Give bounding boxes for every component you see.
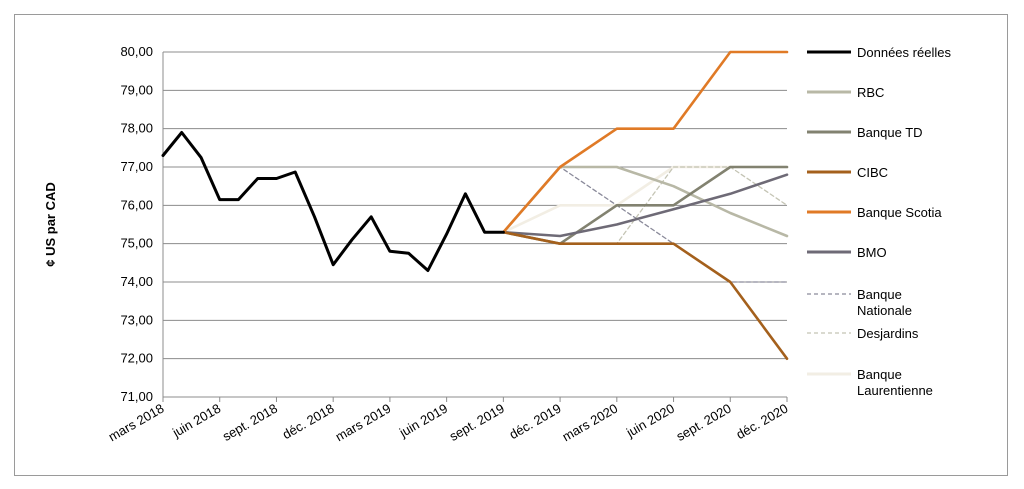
legend-entry: Banque Nationale bbox=[857, 287, 912, 318]
series-line bbox=[502, 230, 789, 361]
y-tick-label: 71,00 bbox=[120, 389, 153, 404]
chart-frame: 71,00 72,00 73,00 74,00 75,00 76,00 77,00 78,00… bbox=[14, 14, 1008, 476]
y-tick-label: 80,00 bbox=[120, 44, 153, 59]
y-tick-label: 78,00 bbox=[120, 121, 153, 136]
legend-entry: Banque Laurentienne bbox=[857, 367, 933, 398]
series-line bbox=[502, 50, 789, 234]
x-tick-label: juin 2018 bbox=[169, 401, 223, 441]
x-tick-label: déc. 2019 bbox=[507, 401, 564, 443]
line-chart: 71,00 72,00 73,00 74,00 75,00 76,00 77,00 78,00… bbox=[43, 44, 951, 445]
legend-entry: CIBC bbox=[857, 165, 888, 180]
x-tick-label: juin 2020 bbox=[623, 401, 677, 441]
x-tick-label: mars 2019 bbox=[333, 401, 394, 445]
y-tick-label: 79,00 bbox=[120, 82, 153, 97]
y-tick-label: 74,00 bbox=[120, 274, 153, 289]
x-tick-label: sept. 2020 bbox=[674, 401, 734, 444]
y-tick-label: 75,00 bbox=[120, 236, 153, 251]
x-tick-label: juin 2019 bbox=[396, 401, 450, 441]
series-line bbox=[161, 131, 505, 272]
legend-entry: Desjardins bbox=[857, 326, 919, 341]
x-tick-label: déc. 2020 bbox=[734, 401, 791, 443]
y-tick-label: 77,00 bbox=[120, 159, 153, 174]
y-tick-label: 72,00 bbox=[120, 351, 153, 366]
legend-entry: RBC bbox=[857, 85, 884, 100]
legend-entry: Données réelles bbox=[857, 45, 951, 60]
x-tick-label: mars 2020 bbox=[560, 401, 621, 445]
legend-entry: BMO bbox=[857, 245, 887, 260]
y-tick-label: 73,00 bbox=[120, 312, 153, 327]
series-lines bbox=[161, 50, 789, 361]
series-line bbox=[502, 173, 789, 238]
y-axis-ticks: 71,00 72,00 73,00 74,00 75,00 76,00 77,00 78,00… bbox=[120, 44, 153, 404]
x-tick-label: sept. 2019 bbox=[447, 401, 507, 444]
y-axis-label: ¢ US par CAD bbox=[43, 182, 58, 267]
series-line bbox=[502, 165, 789, 238]
legend-entry: Banque TD bbox=[857, 125, 923, 140]
x-tick-label: sept. 2018 bbox=[220, 401, 280, 444]
legend: Données réelles RBC Banque TD CIBC Banque Sc… bbox=[807, 45, 951, 398]
y-tick-label: 76,00 bbox=[120, 197, 153, 212]
grid-lines bbox=[162, 51, 788, 402]
legend-entry: Banque Scotia bbox=[857, 205, 942, 220]
x-tick-label: déc. 2018 bbox=[280, 401, 337, 443]
x-tick-label: mars 2018 bbox=[106, 401, 167, 445]
